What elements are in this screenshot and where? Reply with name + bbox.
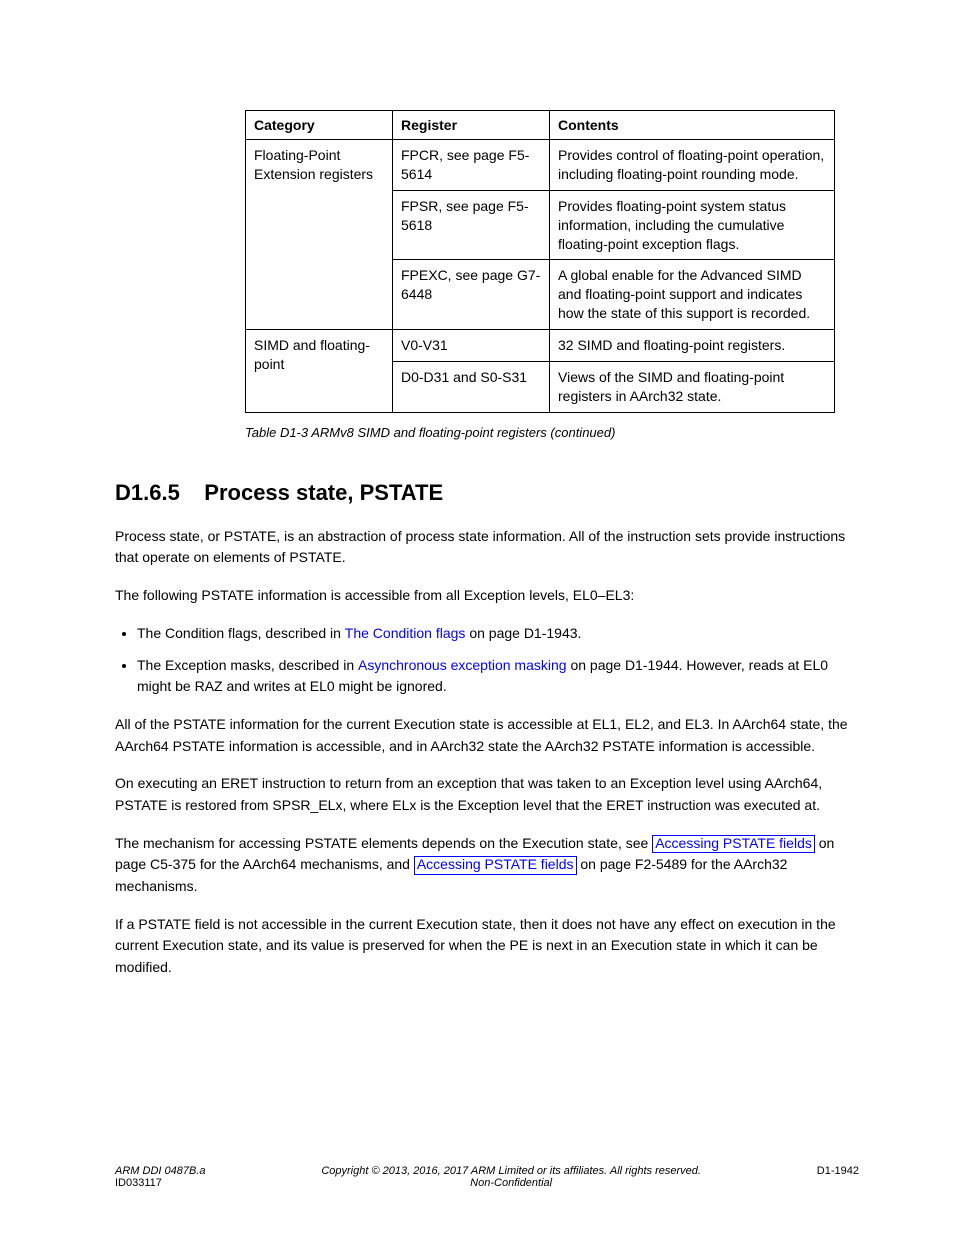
body-paragraph: If a PSTATE field is not accessible in t… [115, 914, 859, 979]
cell-register: FPCR, see page F5-5614 [393, 140, 550, 191]
section-title-text: Process state, PSTATE [204, 480, 443, 505]
bullet-text: The Condition flags, described in [137, 625, 345, 641]
table-row: SIMD and floating-point V0-V31 32 SIMD a… [246, 330, 835, 362]
cell-register: D0-D31 and S0-S31 [393, 362, 550, 413]
body-paragraph: On executing an ERET instruction to retu… [115, 773, 859, 816]
bullet-text-after: on page D1-1944. [567, 657, 683, 673]
cell-register: FPEXC, see page G7-6448 [393, 260, 550, 330]
bullet-list: The Condition flags, described in The Co… [137, 623, 859, 698]
page-number: D1-1942 [817, 1165, 859, 1189]
cell-contents: A global enable for the Advanced SIMD an… [550, 260, 835, 330]
confidentiality-text: Non-Confidential [205, 1177, 816, 1189]
cell-contents: Provides control of floating-point opera… [550, 140, 835, 191]
table-header-category: Category [246, 111, 393, 140]
cell-contents: Provides floating-point system status in… [550, 190, 835, 260]
table-header-register: Register [393, 111, 550, 140]
page-container: Category Register Contents Floating-Poin… [0, 0, 954, 1235]
doc-id: ARM DDI 0487B.a [115, 1165, 205, 1177]
body-paragraph: The mechanism for accessing PSTATE eleme… [115, 833, 859, 898]
cell-category: SIMD and floating-point [246, 330, 393, 413]
cell-register: V0-V31 [393, 330, 550, 362]
table-caption: Table D1-3 ARMv8 SIMD and floating-point… [245, 425, 859, 440]
list-intro: The following PSTATE information is acce… [115, 585, 859, 607]
cross-reference-link[interactable]: Accessing PSTATE fields [414, 856, 577, 874]
bullet-text: The Exception masks, described in [137, 657, 358, 673]
footer-left: ARM DDI 0487B.a ID033117 [115, 1165, 205, 1189]
table-header-row: Category Register Contents [246, 111, 835, 140]
list-item: The Condition flags, described in The Co… [137, 623, 859, 645]
body-text: Process state, or PSTATE, is an abstract… [115, 526, 859, 979]
page-footer: ARM DDI 0487B.a ID033117 Copyright © 201… [115, 1165, 859, 1189]
cell-category: Floating-Point Extension registers [246, 140, 393, 330]
list-item: The Exception masks, described in Asynch… [137, 655, 859, 698]
bullet-text-after: on page D1-1943. [465, 625, 581, 641]
cell-contents: Views of the SIMD and floating-point reg… [550, 362, 835, 413]
text-run: The mechanism for accessing PSTATE eleme… [115, 835, 652, 851]
simd-registers-table: Category Register Contents Floating-Poin… [245, 110, 835, 413]
cell-contents: 32 SIMD and floating-point registers. [550, 330, 835, 362]
body-paragraph: All of the PSTATE information for the cu… [115, 714, 859, 757]
table-header-contents: Contents [550, 111, 835, 140]
cross-reference-link[interactable]: Asynchronous exception masking [358, 655, 567, 677]
footer-center: Copyright © 2013, 2016, 2017 ARM Limited… [205, 1165, 816, 1189]
intro-paragraph: Process state, or PSTATE, is an abstract… [115, 526, 859, 569]
section-number: D1.6.5 [115, 480, 180, 505]
section-heading: D1.6.5 Process state, PSTATE [115, 480, 859, 506]
cross-reference-link[interactable]: The Condition flags [345, 623, 466, 645]
table-row: Floating-Point Extension registers FPCR,… [246, 140, 835, 191]
cross-reference-link[interactable]: Accessing PSTATE fields [652, 835, 815, 853]
ref-code: ID033117 [115, 1177, 205, 1189]
cell-register: FPSR, see page F5-5618 [393, 190, 550, 260]
copyright-text: Copyright © 2013, 2016, 2017 ARM Limited… [205, 1165, 816, 1177]
